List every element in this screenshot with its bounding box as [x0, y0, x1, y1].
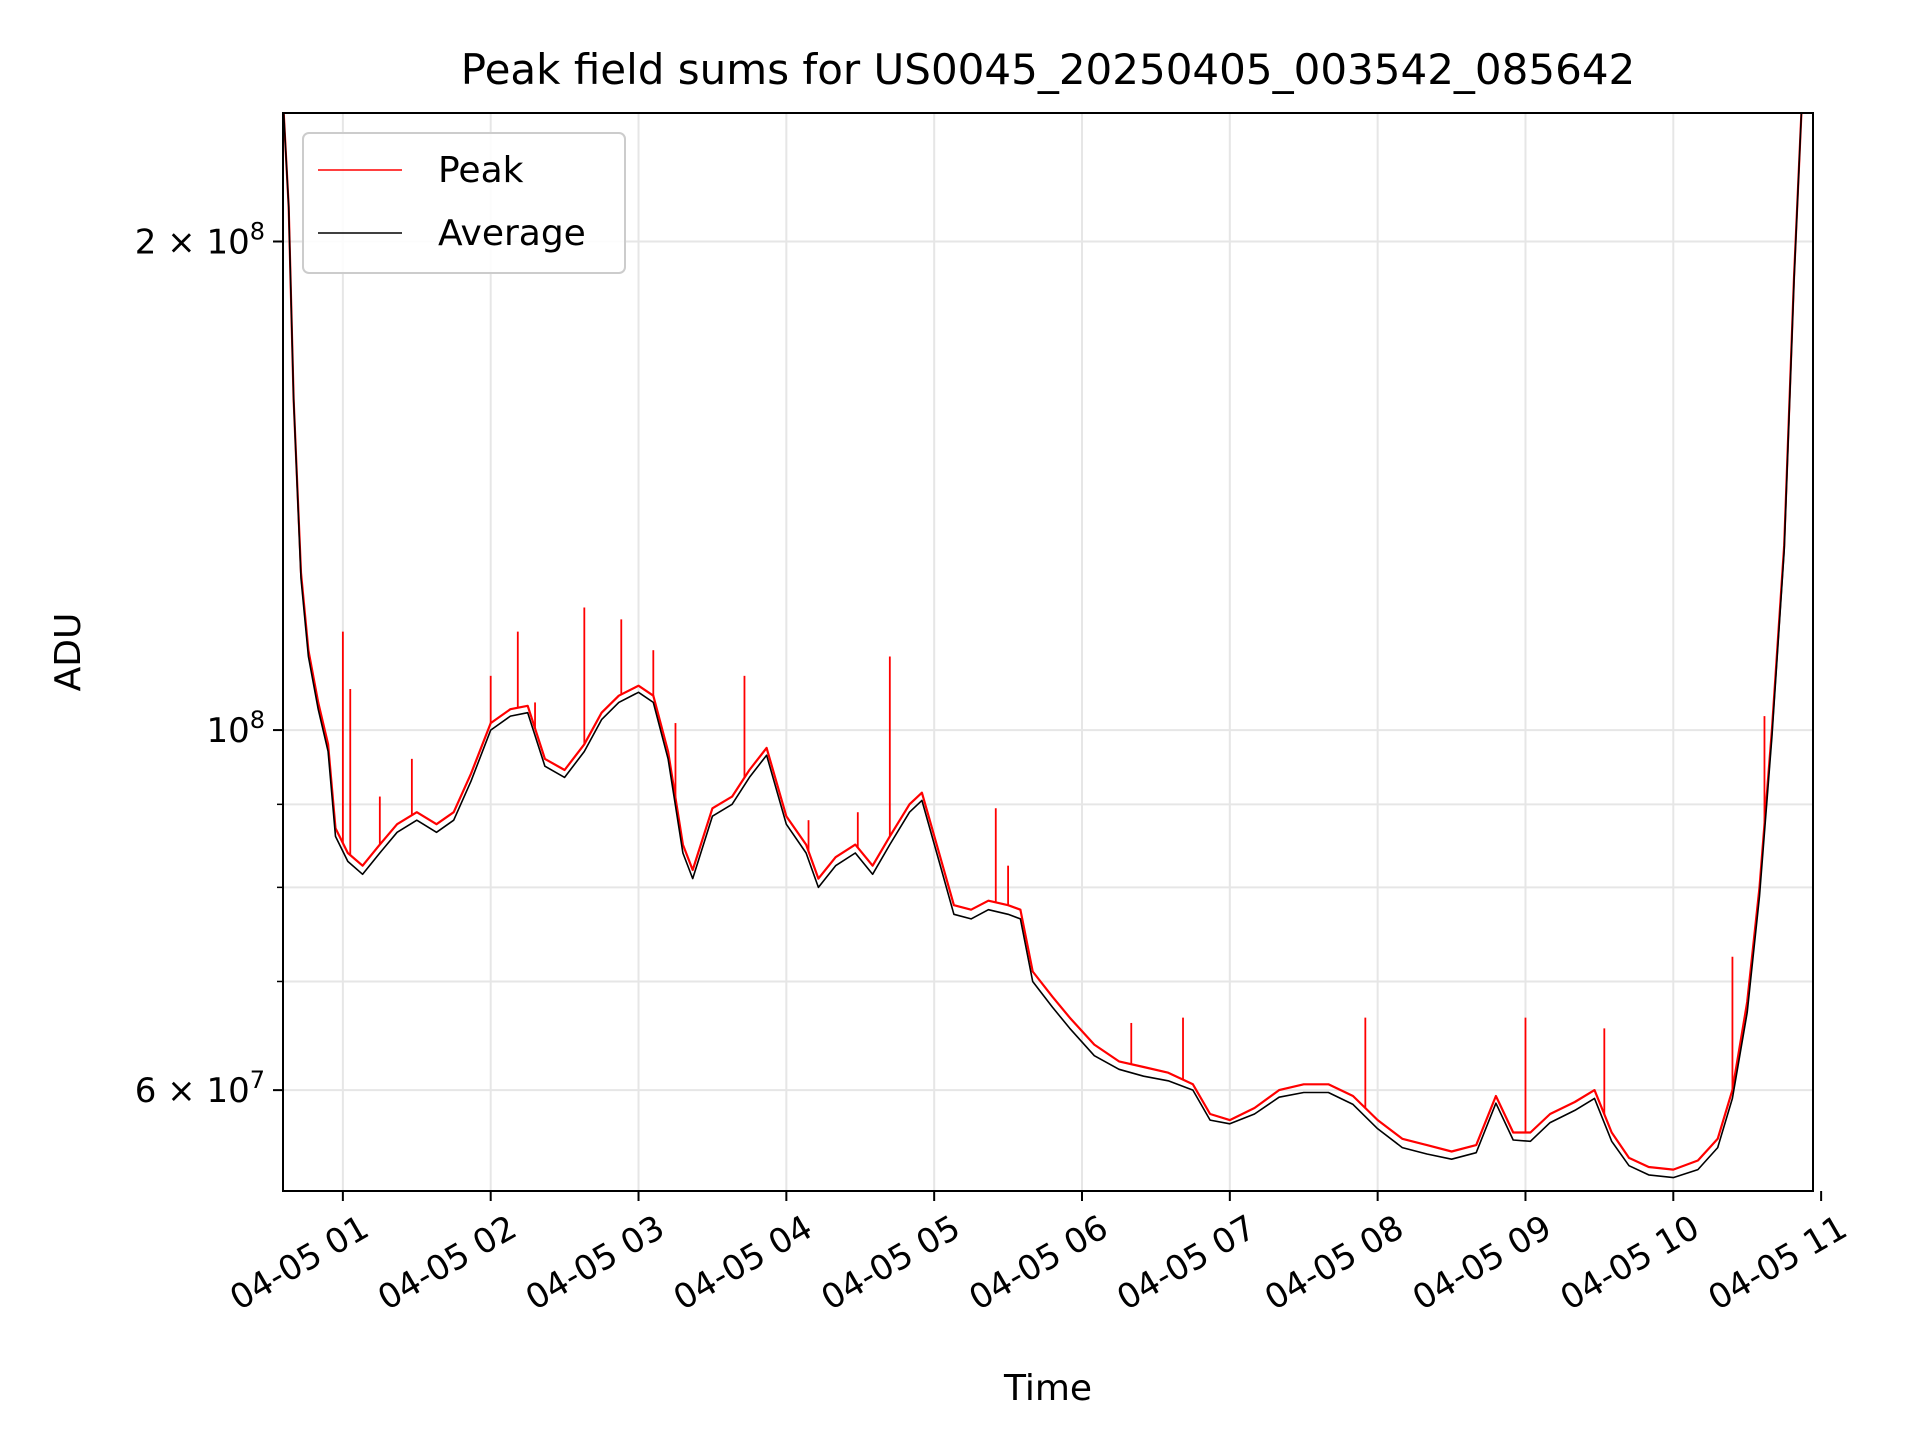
series-group [283, 113, 1803, 1179]
legend: Peak Average [302, 132, 626, 274]
plot-frame [282, 112, 1814, 1192]
series-line-average [283, 113, 1803, 1179]
legend-label-average: Average [438, 213, 586, 254]
y-tick-label: 108 [206, 706, 265, 751]
series-line-peak [283, 113, 1803, 1171]
y-tick-label: 6 × 107 [135, 1066, 265, 1111]
y-axis-ticks: 6 × 107 108 2 × 108 [135, 218, 283, 1111]
series-peak [283, 113, 1803, 1171]
x-axis-label: Time [1003, 1368, 1092, 1409]
legend-box [302, 132, 626, 274]
legend-label-peak: Peak [438, 150, 524, 191]
series-average [283, 113, 1803, 1179]
y-tick-label: 2 × 108 [135, 218, 265, 263]
y-axis-label: ADU [48, 613, 89, 692]
chart-title: Peak field sums for US0045_20250405_0035… [461, 45, 1636, 94]
